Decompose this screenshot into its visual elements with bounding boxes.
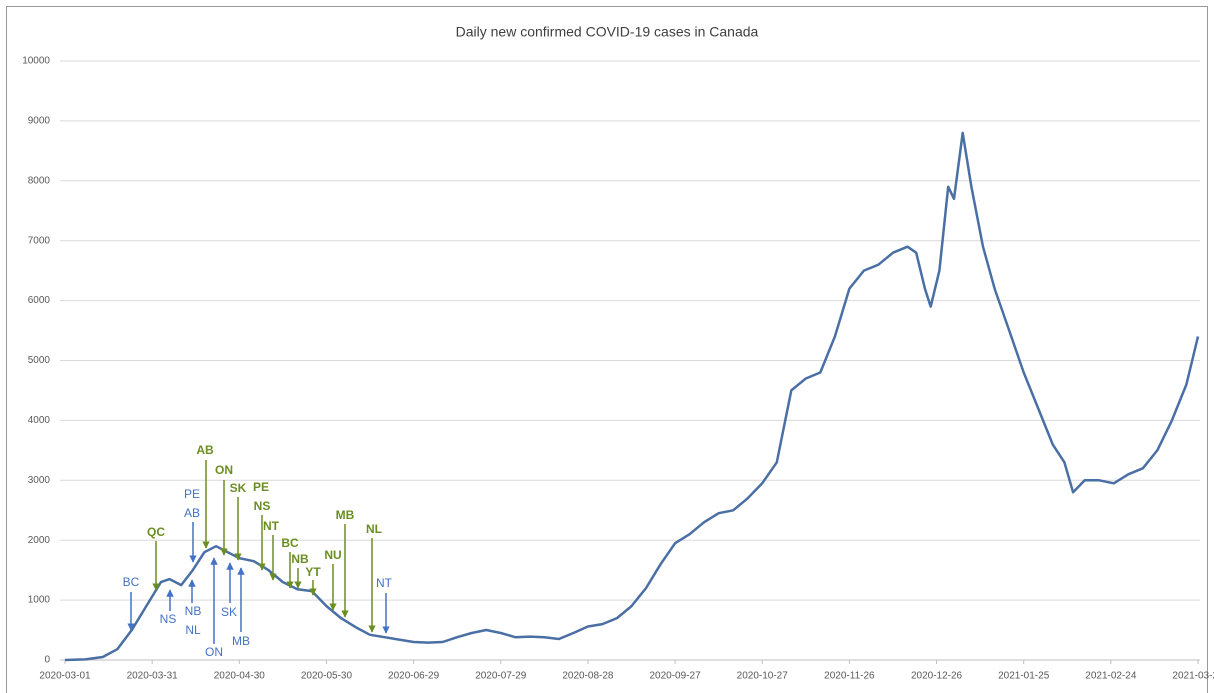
chart-frame — [6, 6, 1208, 693]
y-tick-label: 0 — [44, 655, 50, 666]
annotation-label: NT — [263, 519, 280, 533]
x-tick-label: 2020-08-28 — [562, 671, 614, 682]
x-tick-label: 2020-06-29 — [388, 671, 440, 682]
x-tick-label: 2021-02-24 — [1085, 671, 1137, 682]
x-tick-label: 2020-03-01 — [39, 671, 91, 682]
y-tick-label: 8000 — [28, 175, 51, 186]
x-tick-label: 2020-07-29 — [475, 671, 527, 682]
y-tick-label: 4000 — [28, 415, 51, 426]
annotation-label: NS — [254, 499, 271, 513]
annotation-label: QC — [147, 525, 165, 539]
annotation-label: SK — [230, 481, 247, 495]
x-tick-label: 2020-04-30 — [214, 671, 266, 682]
y-tick-label: 2000 — [28, 535, 51, 546]
annotation-label: PE — [184, 487, 200, 501]
annotation-label: BC — [123, 575, 140, 589]
annotation-label: NB — [185, 604, 202, 618]
x-tick-label: 2020-05-30 — [301, 671, 353, 682]
annotation-label: AB — [196, 443, 214, 457]
annotation-label: YT — [305, 565, 321, 579]
y-tick-label: 10000 — [22, 56, 50, 67]
annotation-label: MB — [336, 508, 355, 522]
x-tick-label: 2020-12-26 — [911, 671, 963, 682]
x-tick-label: 2020-03-31 — [127, 671, 179, 682]
y-tick-label: 5000 — [28, 355, 51, 366]
annotation-label: ON — [215, 463, 233, 477]
x-tick-label: 2021-03-26 — [1172, 671, 1214, 682]
annotation-label: NB — [291, 552, 309, 566]
annotation-label: AB — [184, 506, 200, 520]
y-tick-label: 9000 — [28, 116, 51, 127]
annotation-label: NL — [366, 522, 382, 536]
annotation-label: ON — [205, 645, 223, 659]
annotation-label: NL — [185, 623, 201, 637]
data-line — [64, 131, 1200, 662]
x-tick-label: 2020-09-27 — [649, 671, 701, 682]
x-tick-label: 2020-10-27 — [737, 671, 789, 682]
x-tick-label: 2020-11-26 — [824, 671, 875, 682]
annotation-label: NT — [376, 576, 393, 590]
annotation-label: NS — [160, 612, 177, 626]
y-tick-label: 6000 — [28, 295, 51, 306]
annotation-label: NU — [324, 548, 341, 562]
annotation-label: SK — [221, 605, 237, 619]
annotation-label: PE — [253, 480, 269, 494]
annotation-label: MB — [232, 634, 250, 648]
x-tick-label: 2021-01-25 — [998, 671, 1050, 682]
chart-title: Daily new confirmed COVID-19 cases in Ca… — [456, 24, 759, 40]
y-tick-label: 7000 — [28, 235, 51, 246]
annotation-label: BC — [281, 536, 299, 550]
y-tick-label: 1000 — [28, 595, 51, 606]
y-tick-label: 3000 — [28, 475, 51, 486]
